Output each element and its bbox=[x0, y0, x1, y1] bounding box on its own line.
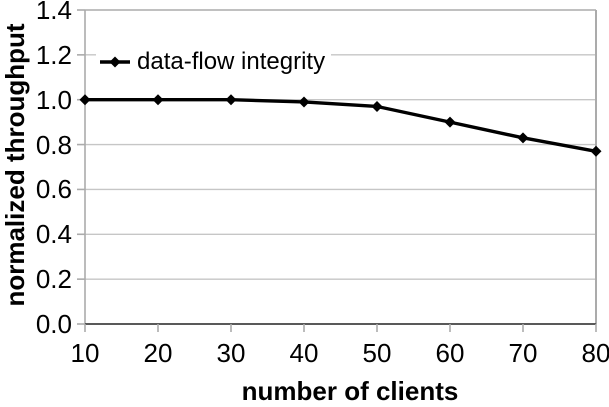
data-point-marker bbox=[517, 132, 529, 144]
legend-diamond-icon bbox=[109, 56, 121, 68]
data-point-marker bbox=[298, 96, 310, 108]
series-markers bbox=[79, 94, 602, 157]
gridlines bbox=[85, 54, 596, 280]
data-point-marker bbox=[444, 116, 456, 128]
x-tick-label: 10 bbox=[70, 338, 100, 368]
x-tick-label: 40 bbox=[289, 338, 319, 368]
data-point-marker bbox=[79, 94, 91, 106]
x-axis-title: number of clients bbox=[241, 376, 459, 406]
y-tick-label: 0.0 bbox=[35, 309, 72, 339]
y-tick-label: 0.4 bbox=[35, 219, 72, 250]
x-tick-label: 80 bbox=[581, 338, 609, 368]
y-tick-label: 0.6 bbox=[35, 174, 72, 205]
x-tick-label: 30 bbox=[216, 338, 246, 368]
data-point-marker bbox=[590, 145, 602, 157]
y-tick-label: 0.2 bbox=[35, 264, 72, 295]
axes bbox=[84, 9, 597, 325]
data-point-marker bbox=[225, 94, 237, 106]
data-point-marker bbox=[152, 94, 164, 106]
x-tick-label: 20 bbox=[143, 338, 173, 368]
x-tick-label: 60 bbox=[435, 338, 465, 368]
x-tick-label: 50 bbox=[362, 338, 392, 368]
series-line-marker-icon bbox=[100, 56, 130, 68]
x-tick-label: 70 bbox=[508, 338, 538, 368]
legend-label: data-flow integrity bbox=[137, 48, 326, 75]
y-tick-label: 1.4 bbox=[35, 0, 72, 25]
y-tick-label: 1.2 bbox=[35, 39, 72, 70]
legend: data-flow integrity bbox=[96, 48, 332, 76]
data-point-marker bbox=[371, 100, 383, 112]
series-line bbox=[83, 98, 598, 154]
y-tick-label: 1.0 bbox=[35, 84, 72, 115]
tick-marks bbox=[77, 9, 597, 332]
y-tick-label: 0.8 bbox=[35, 129, 72, 160]
